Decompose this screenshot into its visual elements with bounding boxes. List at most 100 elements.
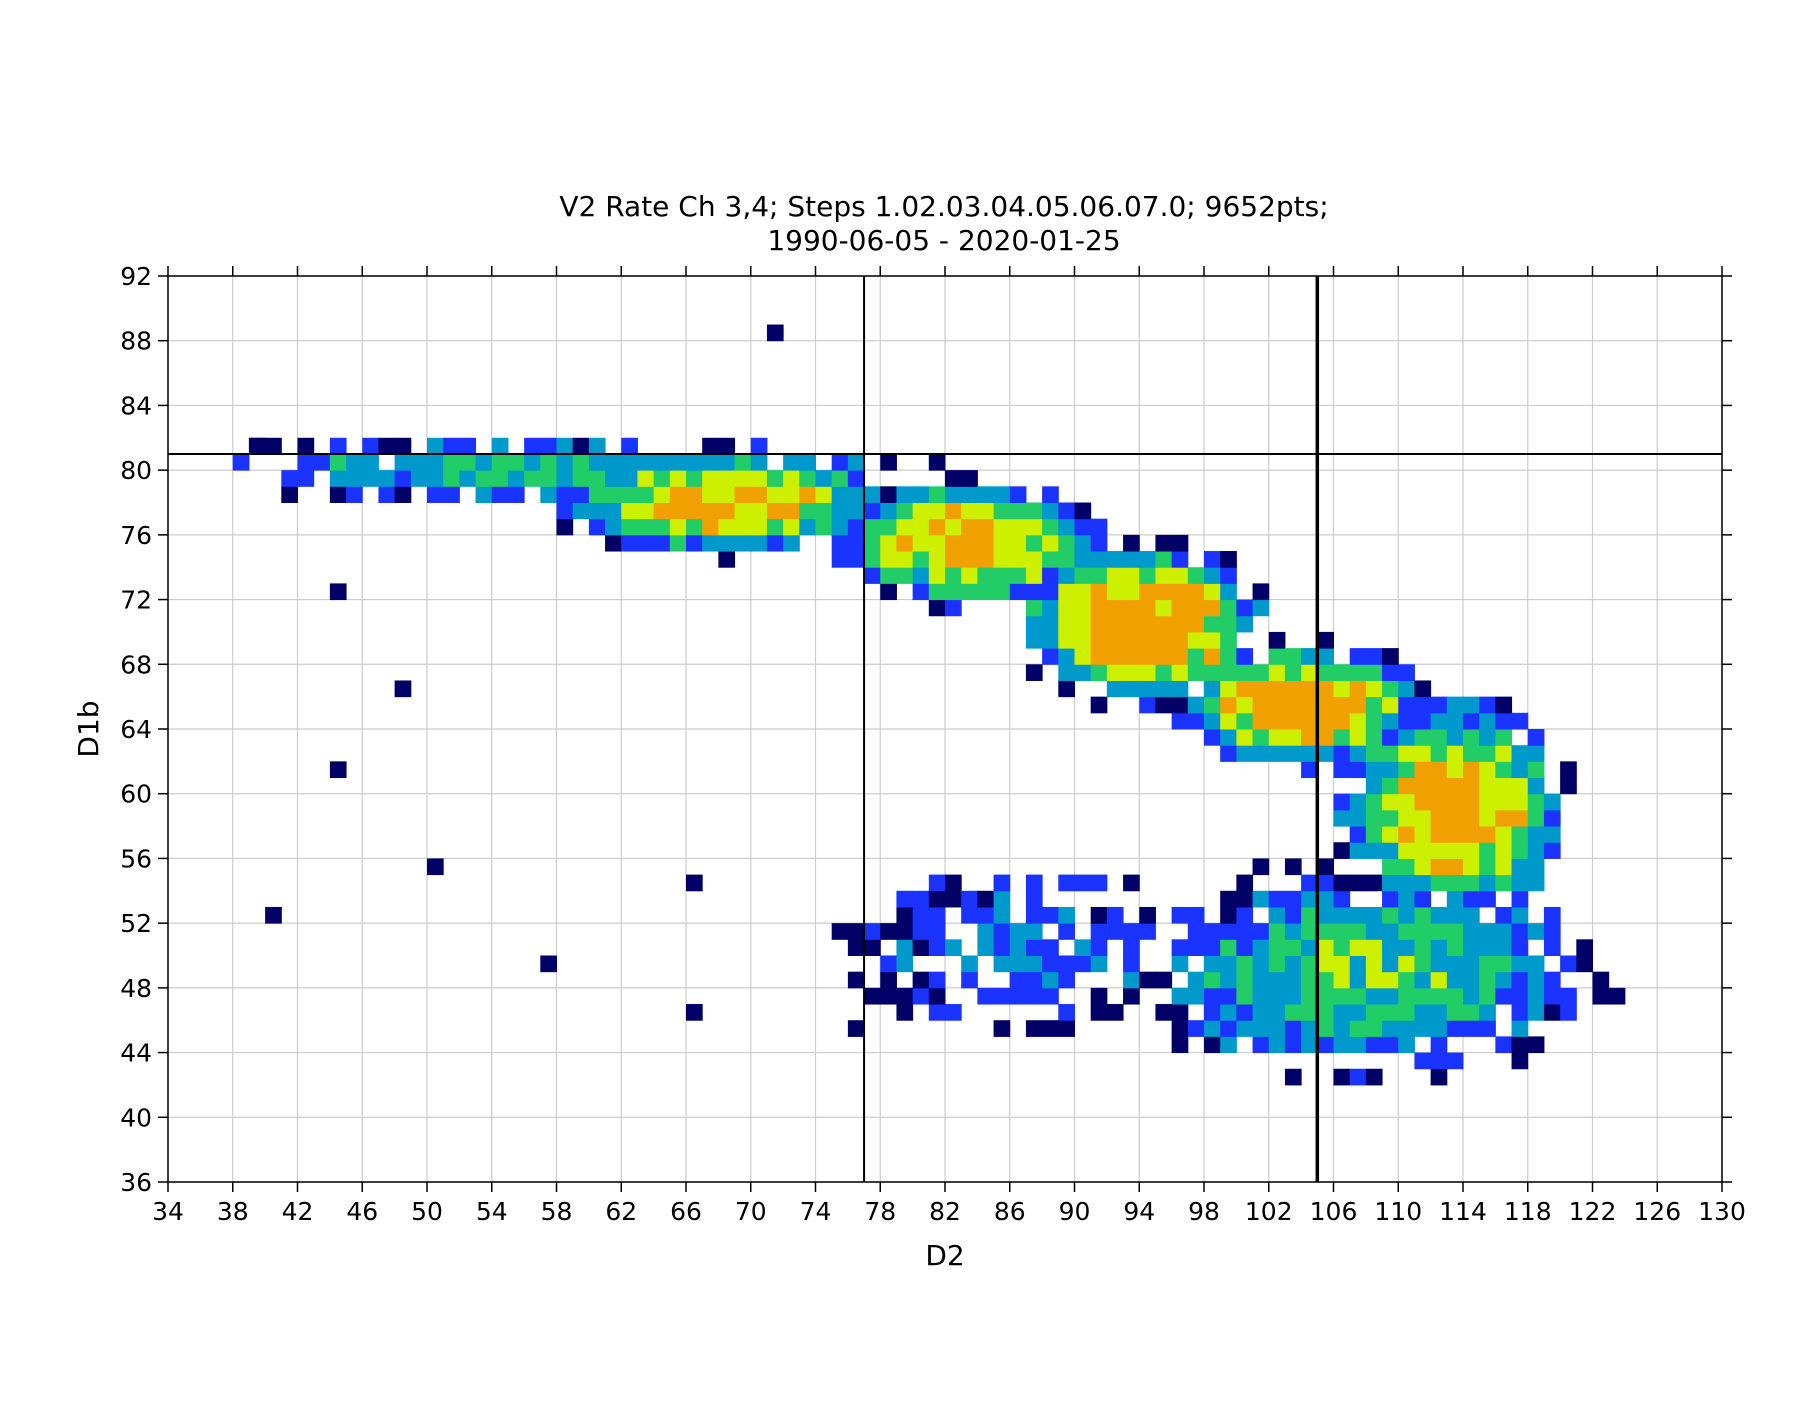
x-axis-label: D2 — [925, 1239, 964, 1272]
heatmap-cell — [1479, 1004, 1496, 1021]
heatmap-cell — [1268, 890, 1286, 908]
heatmap-cell — [1301, 939, 1318, 956]
heatmap-cell — [1252, 1036, 1270, 1054]
heatmap-cell — [1333, 712, 1351, 730]
heatmap-cell — [1009, 567, 1027, 584]
heatmap-cell — [1365, 1036, 1383, 1054]
heatmap-cell — [1479, 1020, 1496, 1037]
heatmap-cell — [459, 453, 477, 471]
heatmap-cell — [831, 551, 849, 568]
heatmap-cell — [977, 534, 995, 552]
heatmap-cell — [1527, 729, 1545, 746]
heatmap-cell — [1155, 534, 1173, 552]
heatmap-cell — [281, 470, 298, 487]
heatmap-cell — [815, 502, 833, 520]
heatmap-cell — [1382, 809, 1399, 827]
heatmap-cell — [1042, 486, 1059, 503]
heatmap-cell — [896, 939, 914, 956]
heatmap-cell — [961, 518, 978, 536]
heatmap-cell — [572, 437, 590, 455]
heatmap-cell — [1495, 987, 1513, 1005]
chart-title: V2 Rate Ch 3,4; Steps 1.02.03.04.05.06.0… — [559, 190, 1328, 223]
heatmap-cell — [1252, 987, 1270, 1005]
heatmap-cell — [1592, 971, 1610, 989]
heatmap-cell — [928, 987, 946, 1005]
x-tick-label: 50 — [411, 1197, 443, 1226]
heatmap-cell — [1495, 923, 1513, 940]
heatmap-cell — [1171, 599, 1189, 617]
heatmap-cell — [1382, 874, 1399, 892]
y-tick-label: 44 — [120, 1039, 152, 1068]
heatmap-cell — [847, 939, 865, 956]
heatmap-cell — [346, 453, 363, 471]
heatmap-cell — [1527, 1036, 1545, 1054]
heatmap-cell — [1349, 1068, 1367, 1086]
heatmap-cell — [896, 923, 914, 940]
heatmap-cell — [864, 567, 881, 584]
heatmap-cell — [1090, 583, 1108, 601]
heatmap-cell — [1511, 777, 1529, 795]
heatmap-cell — [1463, 971, 1480, 989]
heatmap-cell — [928, 583, 946, 601]
heatmap-cell — [912, 987, 930, 1005]
heatmap-cell — [1252, 680, 1270, 698]
heatmap-cell — [1446, 809, 1464, 827]
heatmap-cell — [1463, 745, 1480, 762]
heatmap-cell — [669, 502, 687, 520]
heatmap-cell — [1204, 551, 1221, 568]
heatmap-cell — [1365, 987, 1383, 1005]
heatmap-cell — [880, 453, 897, 471]
heatmap-cell — [815, 518, 833, 536]
heatmap-cell — [1463, 842, 1480, 859]
heatmap-cell — [394, 453, 412, 471]
heatmap-cell — [1204, 729, 1221, 746]
heatmap-cell — [766, 470, 784, 487]
y-tick-label: 68 — [120, 650, 152, 679]
heatmap-cell — [507, 470, 525, 487]
heatmap-cell — [1074, 502, 1092, 520]
heatmap-cell — [1090, 906, 1108, 924]
heatmap-cell — [1527, 923, 1545, 940]
heatmap-cell — [1543, 906, 1561, 924]
heatmap-cell — [1527, 777, 1545, 795]
heatmap-cell — [1398, 826, 1415, 843]
heatmap-cell — [1301, 1004, 1318, 1021]
heatmap-cell — [1171, 939, 1189, 956]
heatmap-cell — [1058, 534, 1075, 552]
heatmap-cell — [1543, 923, 1561, 940]
heatmap-cell — [912, 923, 930, 940]
heatmap-cell — [346, 486, 363, 503]
heatmap-cell — [1430, 712, 1448, 730]
heatmap-cell — [896, 486, 914, 503]
heatmap-cell — [1543, 842, 1561, 859]
heatmap-cell — [1446, 1004, 1464, 1021]
x-tick-label: 90 — [1059, 1197, 1091, 1226]
heatmap-cell — [443, 470, 460, 487]
heatmap-cell — [1187, 664, 1205, 681]
heatmap-cell — [1527, 874, 1545, 892]
heatmap-cell — [1090, 567, 1108, 584]
heatmap-cell — [1365, 906, 1383, 924]
heatmap-cell — [1042, 518, 1059, 536]
heatmap-cell — [1398, 842, 1415, 859]
heatmap-cell — [961, 567, 978, 584]
heatmap-cell — [1382, 826, 1399, 843]
heatmap-cell — [864, 551, 881, 568]
heatmap-cell — [1430, 777, 1448, 795]
heatmap-cell — [1317, 680, 1334, 698]
heatmap-cell — [1139, 696, 1156, 714]
heatmap-cell — [912, 551, 930, 568]
heatmap-cell — [1349, 680, 1367, 698]
heatmap-cell — [1349, 955, 1367, 973]
heatmap-cell — [1543, 939, 1561, 956]
heatmap-cell — [1139, 664, 1156, 681]
heatmap-cell — [1284, 664, 1302, 681]
heatmap-cell — [1560, 1004, 1577, 1021]
heatmap-cell — [1398, 906, 1415, 924]
heatmap-cell — [1365, 1004, 1383, 1021]
heatmap-cell — [621, 486, 638, 503]
heatmap-cell — [1511, 923, 1529, 940]
heatmap-cell — [1204, 696, 1221, 714]
heatmap-cell — [1204, 939, 1221, 956]
heatmap-cell — [1349, 648, 1367, 665]
